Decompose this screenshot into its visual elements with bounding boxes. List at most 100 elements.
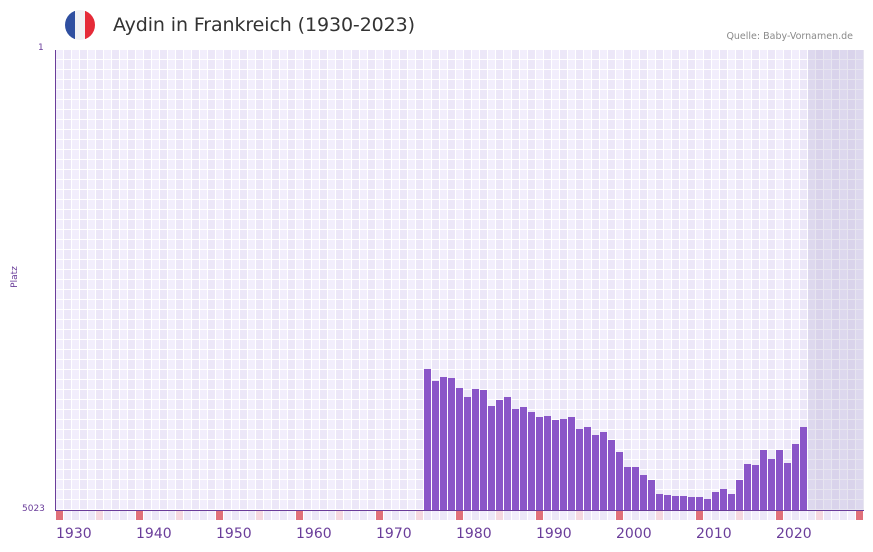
marker-cell <box>152 511 159 520</box>
decade-marker <box>536 511 543 520</box>
x-tick-label: 2000 <box>616 526 652 542</box>
marker-cell <box>288 511 295 520</box>
decade-marker <box>616 511 623 520</box>
marker-cell <box>312 511 319 520</box>
bar-1981 <box>464 396 471 510</box>
flag-red-stripe <box>85 10 95 40</box>
bar-1977 <box>432 380 439 510</box>
marker-cell <box>520 511 527 520</box>
bar-2006 <box>664 494 671 510</box>
bar-1985 <box>496 400 503 510</box>
marker-cell <box>688 511 695 520</box>
bar-1978 <box>440 377 447 510</box>
marker-cell <box>72 511 79 520</box>
bar-1999 <box>608 440 615 510</box>
marker-cell <box>112 511 119 520</box>
marker-cell <box>640 511 647 520</box>
decade-marker <box>696 511 703 520</box>
bar-1979 <box>448 378 455 510</box>
plot-area <box>56 50 864 510</box>
marker-cell <box>664 511 671 520</box>
bar-1998 <box>600 431 607 510</box>
bar-1980 <box>456 388 463 510</box>
marker-cell <box>304 511 311 520</box>
marker-cell <box>528 511 535 520</box>
bar-1989 <box>528 412 535 510</box>
bar-2003 <box>640 475 647 510</box>
marker-cell <box>584 511 591 520</box>
marker-cell <box>272 511 279 520</box>
marker-cell <box>232 511 239 520</box>
bar-2005 <box>656 493 663 510</box>
marker-cell <box>192 511 199 520</box>
bar-2016 <box>744 464 751 510</box>
bar-2017 <box>752 465 759 510</box>
bar-2022 <box>792 444 799 510</box>
flag-white-stripe <box>75 10 85 40</box>
bar-1987 <box>512 408 519 510</box>
marker-cell <box>744 511 751 520</box>
decade-marker <box>376 511 383 520</box>
bar-1991 <box>544 416 551 510</box>
decade-marker <box>456 511 463 520</box>
x-axis-line <box>55 510 864 511</box>
x-tick-label: 1980 <box>456 526 492 542</box>
decade-marker <box>216 511 223 520</box>
marker-cell <box>480 511 487 520</box>
marker-cell <box>808 511 815 520</box>
marker-cell <box>672 511 679 520</box>
bar-2020 <box>776 450 783 510</box>
marker-cell <box>568 511 575 520</box>
france-flag-icon <box>65 10 95 40</box>
bar-1986 <box>504 396 511 510</box>
marker-cell <box>80 511 87 520</box>
marker-cell <box>680 511 687 520</box>
bar-2010 <box>696 497 703 510</box>
bar-2004 <box>648 479 655 510</box>
decade-marker <box>856 511 863 520</box>
bar-2002 <box>632 466 639 510</box>
half-decade-marker <box>656 511 663 520</box>
half-decade-marker <box>416 511 423 520</box>
marker-cell <box>224 511 231 520</box>
marker-cell <box>792 511 799 520</box>
marker-cell <box>88 511 95 520</box>
bar-2008 <box>680 496 687 510</box>
marker-cell <box>592 511 599 520</box>
bar-1990 <box>536 417 543 510</box>
marker-cell <box>408 511 415 520</box>
x-tick-label: 2010 <box>696 526 732 542</box>
marker-cell <box>720 511 727 520</box>
bar-2018 <box>760 450 767 510</box>
half-decade-marker <box>336 511 343 520</box>
decade-marker <box>296 511 303 520</box>
x-tick-label: 1930 <box>56 526 92 542</box>
marker-cell <box>824 511 831 520</box>
flag-blue-stripe <box>65 10 75 40</box>
plot-grid <box>56 50 864 510</box>
bar-1988 <box>520 407 527 510</box>
bar-1992 <box>552 419 559 510</box>
marker-cell <box>552 511 559 520</box>
decade-marker <box>776 511 783 520</box>
half-decade-marker <box>576 511 583 520</box>
marker-cell <box>280 511 287 520</box>
bar-1976 <box>424 369 431 510</box>
bar-1993 <box>560 418 567 510</box>
marker-cell <box>200 511 207 520</box>
bar-2011 <box>704 499 711 510</box>
marker-cell <box>400 511 407 520</box>
half-decade-marker <box>736 511 743 520</box>
y-axis-bottom-label: 5023 <box>22 504 45 514</box>
y-axis-line <box>55 50 56 511</box>
bar-2000 <box>616 452 623 510</box>
marker-cell <box>328 511 335 520</box>
bar-1982 <box>472 389 479 510</box>
marker-cell <box>368 511 375 520</box>
marker-cell <box>240 511 247 520</box>
bar-1983 <box>480 390 487 510</box>
marker-cell <box>560 511 567 520</box>
bar-2023 <box>800 427 807 510</box>
marker-cell <box>760 511 767 520</box>
marker-cell <box>712 511 719 520</box>
